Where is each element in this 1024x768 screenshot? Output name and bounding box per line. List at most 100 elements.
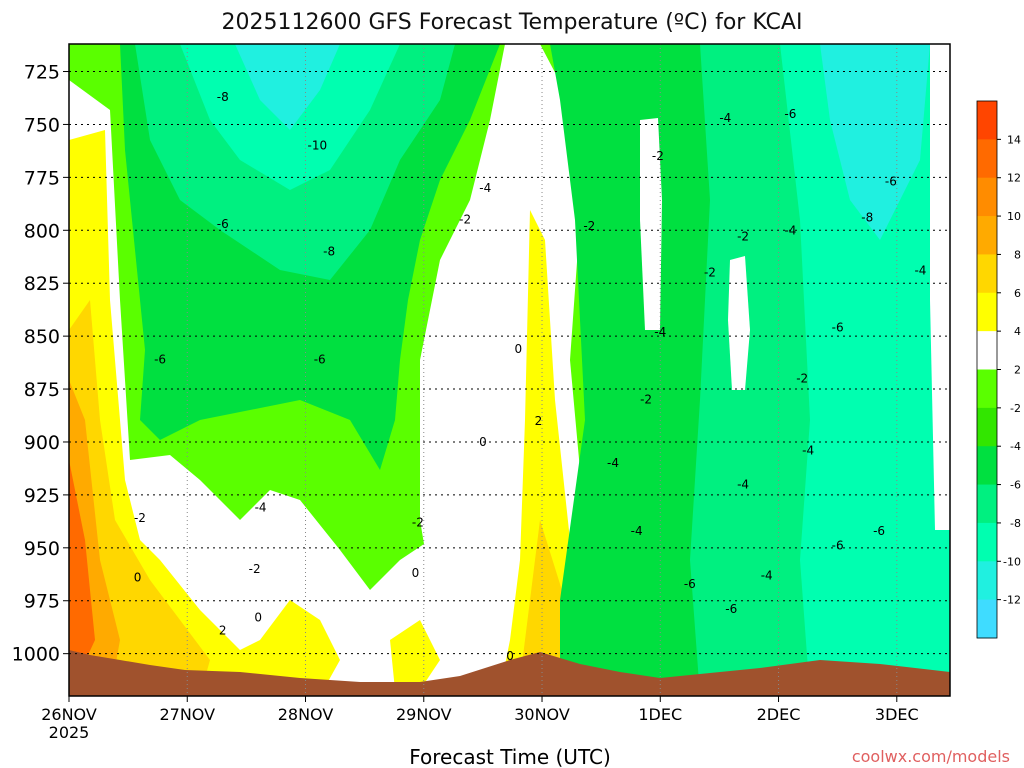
contour-label: -10: [308, 139, 328, 153]
contour-label: -2: [640, 393, 652, 407]
contour-label: 0: [506, 649, 514, 663]
contour-label: -6: [873, 524, 885, 538]
y-tick-label: 875: [24, 379, 60, 401]
contour-label: -2: [134, 511, 146, 525]
x-tick-label: 28NOV: [278, 705, 334, 724]
colorbar-segment: [977, 254, 997, 294]
x-axis: 26NOV 27NOV 28NOV 29NOV 30NOV 1DEC 2DEC 3DEC: [41, 696, 919, 724]
contour-label: -4: [479, 181, 491, 195]
contour-label: 0: [412, 566, 420, 580]
warm-region-white-low: [69, 80, 500, 696]
y-tick-label: 975: [24, 591, 60, 613]
contour-label: -6: [784, 107, 796, 121]
y-tick-label: 800: [24, 220, 60, 242]
contour-label: -6: [832, 539, 844, 553]
y-tick-label: 850: [24, 326, 60, 348]
contour-label: -8: [861, 211, 873, 225]
colorbar-segment: [977, 139, 997, 179]
x-tick-label: 26NOV: [41, 705, 97, 724]
contour-label: -8: [217, 90, 229, 104]
contour-label: 0: [254, 611, 262, 625]
contour-label: 2: [219, 623, 227, 637]
x-tick-label: 3DEC: [875, 705, 919, 724]
chart-title: 2025112600 GFS Forecast Temperature (ºC)…: [222, 10, 803, 35]
contour-label: -4: [737, 477, 749, 491]
contour-label: -4: [255, 501, 267, 515]
contour-label: -4: [607, 456, 619, 470]
contour-label: 0: [479, 435, 487, 449]
contour-label: -2: [796, 371, 808, 385]
y-tick-label: 825: [24, 273, 60, 295]
x-tick-year: 2025: [49, 723, 90, 742]
colorbar-label: 10: [1007, 210, 1021, 223]
colorbar-segment: [977, 101, 997, 140]
colorbar-segment: [977, 561, 997, 601]
contour-label: -4: [914, 264, 926, 278]
white-streak-2dec: [728, 256, 750, 390]
contour-label: -6: [217, 217, 229, 231]
colorbar-label: -8: [1010, 517, 1021, 530]
contour-label: -2: [737, 230, 749, 244]
y-tick-label: 1000: [12, 644, 60, 666]
warm-region-yellow-mid: [500, 210, 585, 690]
colorbar-segment: [977, 331, 997, 370]
y-tick-label: 725: [24, 62, 60, 84]
colorbar-label: 8: [1014, 248, 1021, 261]
colorbar-segment: [977, 292, 997, 332]
contour-label: 2: [535, 414, 543, 428]
contour-label: -4: [761, 568, 773, 582]
contour-label: -4: [719, 111, 731, 125]
colorbar: -12 -10 -8 -6 -4 -2 2 4 6 8 10 12 14: [976, 100, 1021, 639]
x-tick-label: 30NOV: [514, 705, 570, 724]
x-tick-label: 1DEC: [638, 705, 682, 724]
colorbar-segment: [977, 407, 997, 447]
y-tick-label: 950: [24, 538, 60, 560]
colorbar-label: -4: [1010, 440, 1021, 453]
colorbar-segment: [977, 599, 997, 639]
y-tick-label: 750: [24, 114, 60, 136]
plot-frame: [68, 43, 951, 697]
contour-label: -6: [154, 352, 166, 366]
white-streak-right: [930, 44, 950, 530]
x-axis-label: Forecast Time (UTC): [409, 745, 611, 768]
contour-label: -4: [654, 325, 666, 339]
y-axis: 725 750 775 800 825 850 875 900 925 950 975 1000: [12, 62, 69, 666]
x-tick-label: 27NOV: [159, 705, 215, 724]
colorbar-label: -6: [1010, 479, 1021, 492]
contour-label: -2: [704, 266, 716, 280]
warm-region-yellow-small: [390, 620, 440, 690]
contour-label: -6: [684, 577, 696, 591]
contour-label: -2: [652, 149, 664, 163]
colorbar-label: -2: [1010, 402, 1021, 415]
contour-label: -2: [249, 562, 261, 576]
contour-label: -4: [784, 223, 796, 237]
y-tick-label: 775: [24, 167, 60, 189]
colorbar-label: -10: [1003, 555, 1021, 568]
contour-label: -2: [583, 219, 595, 233]
colorbar-label: 14: [1007, 133, 1021, 146]
colorbar-label: 6: [1014, 287, 1021, 300]
cold-region-right-minus10: [820, 44, 930, 240]
y-tick-label: 925: [24, 485, 60, 507]
contour-label: -8: [323, 244, 335, 258]
contour-label: -6: [885, 175, 897, 189]
terrain: [69, 650, 950, 696]
contour-label: -4: [802, 443, 814, 457]
contour-label: -2: [459, 213, 471, 227]
colorbar-label: 2: [1014, 364, 1021, 377]
colorbar-segment: [977, 446, 997, 486]
colorbar-segment: [977, 216, 997, 255]
colorbar-label: 4: [1014, 325, 1021, 338]
colorbar-label: 12: [1007, 172, 1021, 185]
contour-label: 0: [515, 342, 523, 356]
colorbar-segment: [977, 177, 997, 217]
contour-label: -6: [832, 321, 844, 335]
contour-label: 0: [134, 570, 142, 584]
colorbar-label: -12: [1003, 594, 1021, 607]
cold-region-minus12: [235, 44, 340, 130]
colorbar-segment: [977, 369, 997, 409]
contour-label: -6: [314, 352, 326, 366]
plot-area: [69, 44, 950, 696]
contour-label: -4: [631, 524, 643, 538]
